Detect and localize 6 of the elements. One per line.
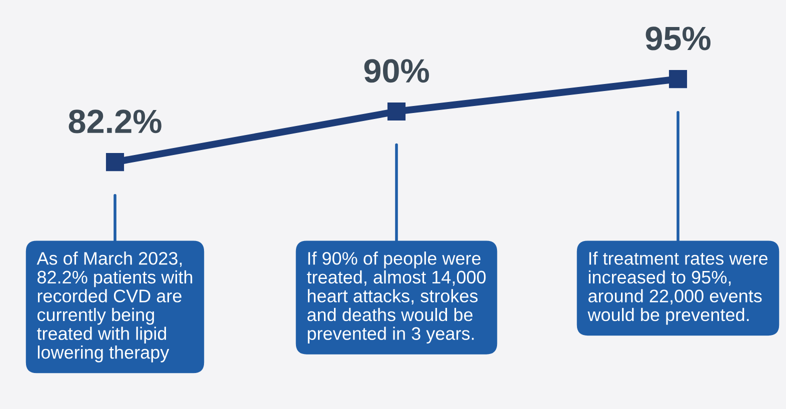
annotation: If 90% of people were treated, almost 14,000 heart attacks, strokes and deaths would be prevented in 3 years. bbox=[306, 252, 486, 344]
annotation: If treatment rates were increased to 95%, around 22,000 events would be prevented. bbox=[588, 252, 768, 325]
annotation: As of March 2023, 82.2% patients with recorded CVD are currently being treated with lipid lowering therapy bbox=[36, 252, 192, 362]
data-label: 82.2% bbox=[68, 110, 162, 134]
data-label: 95% bbox=[646, 26, 710, 50]
data-label: 90% bbox=[364, 59, 429, 83]
